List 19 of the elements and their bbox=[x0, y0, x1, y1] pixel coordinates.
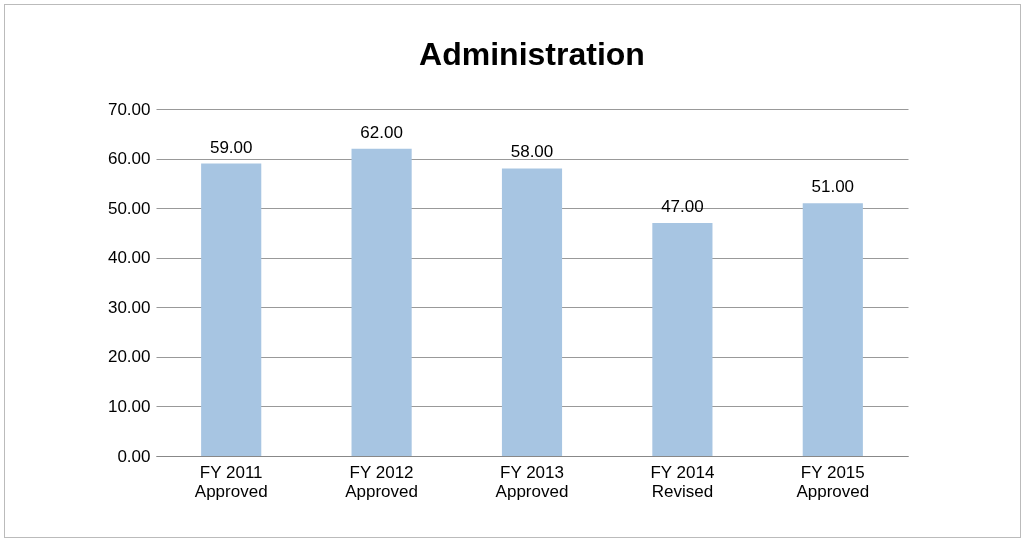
data-label: 47.00 bbox=[661, 197, 704, 217]
x-tick-label: FY 2011 Approved bbox=[194, 462, 268, 501]
x-tick-label: FY 2014 Revised bbox=[650, 462, 715, 501]
x-tick-label: FY 2013 Approved bbox=[495, 462, 569, 501]
y-tick-label: 70.00 bbox=[107, 99, 151, 119]
y-tick-label: 60.00 bbox=[107, 149, 151, 169]
chart-title: Administration bbox=[419, 36, 645, 72]
y-tick-label: 0.00 bbox=[117, 446, 151, 466]
y-tick-label: 30.00 bbox=[107, 297, 151, 317]
data-label: 62.00 bbox=[360, 122, 403, 142]
x-tick-label: FY 2012 Approved bbox=[345, 462, 418, 501]
y-tick-label: 50.00 bbox=[107, 198, 151, 218]
data-label: 59.00 bbox=[209, 137, 253, 157]
y-tick-label: 40.00 bbox=[107, 248, 151, 268]
data-label: 58.00 bbox=[510, 142, 554, 162]
y-tick-label: 10.00 bbox=[107, 396, 151, 416]
y-tick-label: 20.00 bbox=[107, 347, 151, 367]
x-tick-label: FY 2015 Approved bbox=[796, 462, 870, 501]
data-label: 51.00 bbox=[811, 177, 855, 197]
